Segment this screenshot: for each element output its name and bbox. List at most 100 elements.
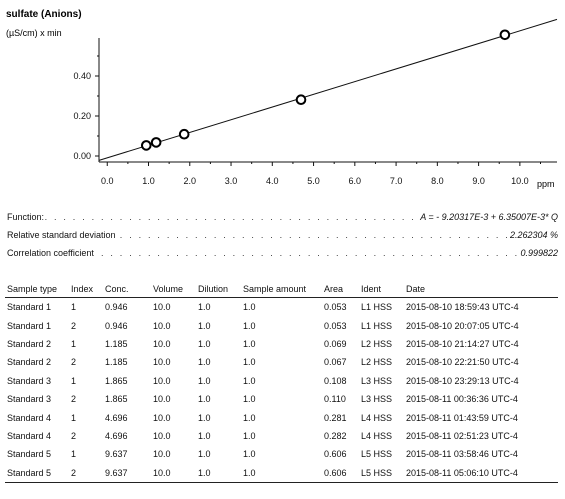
cell-conc: 4.696 — [105, 430, 128, 441]
table-row: Standard 1 2 0.946 10.0 1.0 1.0 0.053 L1 HSS 201… — [5, 316, 558, 334]
cell-conc: 1.185 — [105, 357, 128, 368]
cell-area: 0.067 — [324, 357, 347, 368]
table-body: Standard 1 1 0.946 10.0 1.0 1.0 0.053 L1 HSS 201… — [5, 298, 558, 483]
cell-conc: 9.637 — [105, 449, 128, 460]
cell-sample-type: Standard 2 — [7, 357, 52, 368]
dot-leader: . . . . . . . . . . . . . . . . . . . . … — [7, 230, 558, 240]
cell-area: 0.069 — [324, 338, 347, 349]
x-tick-label: 5.0 — [307, 176, 320, 186]
cell-date: 2015-08-11 00:36:36 UTC-4 — [406, 394, 518, 405]
table-row: Standard 1 1 0.946 10.0 1.0 1.0 0.053 L1 HSS 201… — [5, 298, 558, 317]
correlation-label: Correlation coefficient — [7, 246, 95, 260]
data-point — [178, 128, 190, 140]
correlation-row: . . . . . . . . . . . . . . . . . . . . … — [7, 246, 558, 260]
header-date: Date — [404, 280, 558, 298]
function-label: Function: — [7, 210, 46, 224]
rsd-label: Relative standard deviation — [7, 228, 117, 242]
cell-sample-type: Standard 3 — [7, 394, 52, 405]
cell-sample-amount: 1.0 — [243, 357, 256, 368]
cell-conc: 1.185 — [105, 338, 128, 349]
x-tick-label: 1.0 — [142, 176, 155, 186]
cell-sample-amount: 1.0 — [243, 320, 256, 331]
cell-sample-type: Standard 5 — [5, 463, 69, 483]
cell-dilution: 1.0 — [198, 394, 211, 405]
cell-index: 1 — [71, 412, 77, 423]
cell-volume: 10.0 — [153, 357, 171, 368]
y-axis: 0.00 0.20 0.40 — [73, 38, 100, 162]
calibration-table: Sample type Index Conc. Volume Dilution Sampl… — [5, 280, 558, 483]
cell-ident: L2 HSS — [361, 338, 393, 349]
cell-conc: 0.946 — [105, 320, 128, 331]
header-sample-type: Sample type — [5, 280, 69, 298]
table-row: Standard 4 1 4.696 10.0 1.0 1.0 0.281 L4 HSS 201… — [5, 408, 558, 426]
correlation-value: 0.999822 — [518, 246, 558, 260]
cell-sample-type: Standard 4 — [7, 430, 52, 441]
cell-date: 2015-08-10 20:07:05 UTC-4 — [406, 320, 519, 331]
cell-sample-type: Standard 3 — [7, 375, 52, 386]
cell-ident: L1 HSS — [361, 320, 393, 331]
x-tick-label: 10.0 — [511, 176, 529, 186]
cell-sample-amount: 1.0 — [243, 412, 256, 423]
cell-area: 0.053 — [324, 302, 347, 313]
cell-sample-amount: 1.0 — [243, 430, 256, 441]
dot-leader: . . . . . . . . . . . . . . . . . . . . … — [7, 212, 558, 222]
data-point — [140, 140, 152, 151]
cell-volume: 10.0 — [153, 302, 171, 313]
calibration-chart: sulfate (Anions) (µS/cm) x min 0.000.200… — [6, 9, 558, 189]
cell-conc: 1.865 — [105, 394, 128, 405]
cell-date: 2015-08-10 18:59:43 UTC-4 — [406, 302, 519, 313]
cell-date: 2015-08-11 05:06:10 UTC-4 — [404, 463, 558, 483]
cell-index: 1 — [71, 449, 77, 460]
cell-date: 2015-08-10 23:29:13 UTC-4 — [406, 375, 519, 386]
cell-index: 1 — [71, 375, 77, 386]
table-row: Standard 2 2 1.185 10.0 1.0 1.0 0.067 L2 HSS 201… — [5, 353, 558, 371]
cell-volume: 10.0 — [153, 338, 171, 349]
cell-volume: 10.0 — [153, 449, 171, 460]
cell-ident: L4 HSS — [361, 412, 393, 423]
cell-volume: 10.0 — [153, 430, 171, 441]
cell-conc: 1.865 — [105, 375, 128, 386]
cell-area: 0.281 — [324, 412, 347, 423]
cell-ident: L5 HSS — [361, 449, 393, 460]
table-row: Standard 4 2 4.696 10.0 1.0 1.0 0.282 L4 HSS 201… — [5, 427, 558, 445]
header-sample-amount: Sample amount — [241, 280, 322, 298]
table-row: Standard 5 2 9.637 10.0 1.0 1.0 0.606 L5 HSS 201… — [5, 463, 558, 483]
y-axis-label: (µS/cm) x min — [6, 28, 62, 38]
data-point — [499, 29, 511, 41]
x-tick-label: 3.0 — [225, 176, 238, 186]
x-axis-label: ppm — [537, 179, 555, 189]
cell-dilution: 1.0 — [198, 430, 211, 441]
fit-line-layer — [98, 18, 558, 161]
cell-sample-type: Standard 2 — [7, 338, 52, 349]
cell-sample-amount: 1.0 — [243, 449, 256, 460]
cell-volume: 10.0 — [153, 394, 171, 405]
cell-dilution: 1.0 — [198, 449, 211, 460]
cell-sample-amount: 1.0 — [243, 338, 256, 349]
cell-area: 0.110 — [324, 394, 346, 405]
cell-sample-type: Standard 5 — [7, 449, 52, 460]
data-point — [150, 137, 162, 148]
cell-ident: L1 HSS — [361, 302, 393, 313]
function-row: . . . . . . . . . . . . . . . . . . . . … — [7, 210, 558, 224]
header-volume: Volume — [151, 280, 196, 298]
x-tick-label: 9.0 — [472, 176, 485, 186]
header-dilution: Dilution — [196, 280, 241, 298]
cell-dilution: 1.0 — [198, 375, 211, 386]
cell-sample-amount: 1.0 — [241, 463, 322, 483]
table-header-row: Sample type Index Conc. Volume Dilution Sampl… — [5, 280, 558, 298]
cell-conc: 4.696 — [105, 412, 128, 423]
x-tick-label: 8.0 — [431, 176, 444, 186]
cell-index: 2 — [71, 394, 77, 405]
cell-date: 2015-08-11 03:58:46 UTC-4 — [406, 449, 518, 460]
header-ident: Ident — [359, 280, 404, 298]
cell-date: 2015-08-10 21:14:27 UTC-4 — [406, 338, 519, 349]
cell-ident: L2 HSS — [361, 357, 393, 368]
cell-ident: L3 HSS — [361, 375, 393, 386]
cell-index: 2 — [71, 357, 77, 368]
header-conc: Conc. — [103, 280, 151, 298]
cell-index: 2 — [71, 430, 77, 441]
cell-area: 0.053 — [324, 320, 347, 331]
cell-sample-type: Standard 1 — [7, 320, 52, 331]
cell-volume: 10.0 — [153, 412, 171, 423]
cell-index: 2 — [71, 320, 77, 331]
